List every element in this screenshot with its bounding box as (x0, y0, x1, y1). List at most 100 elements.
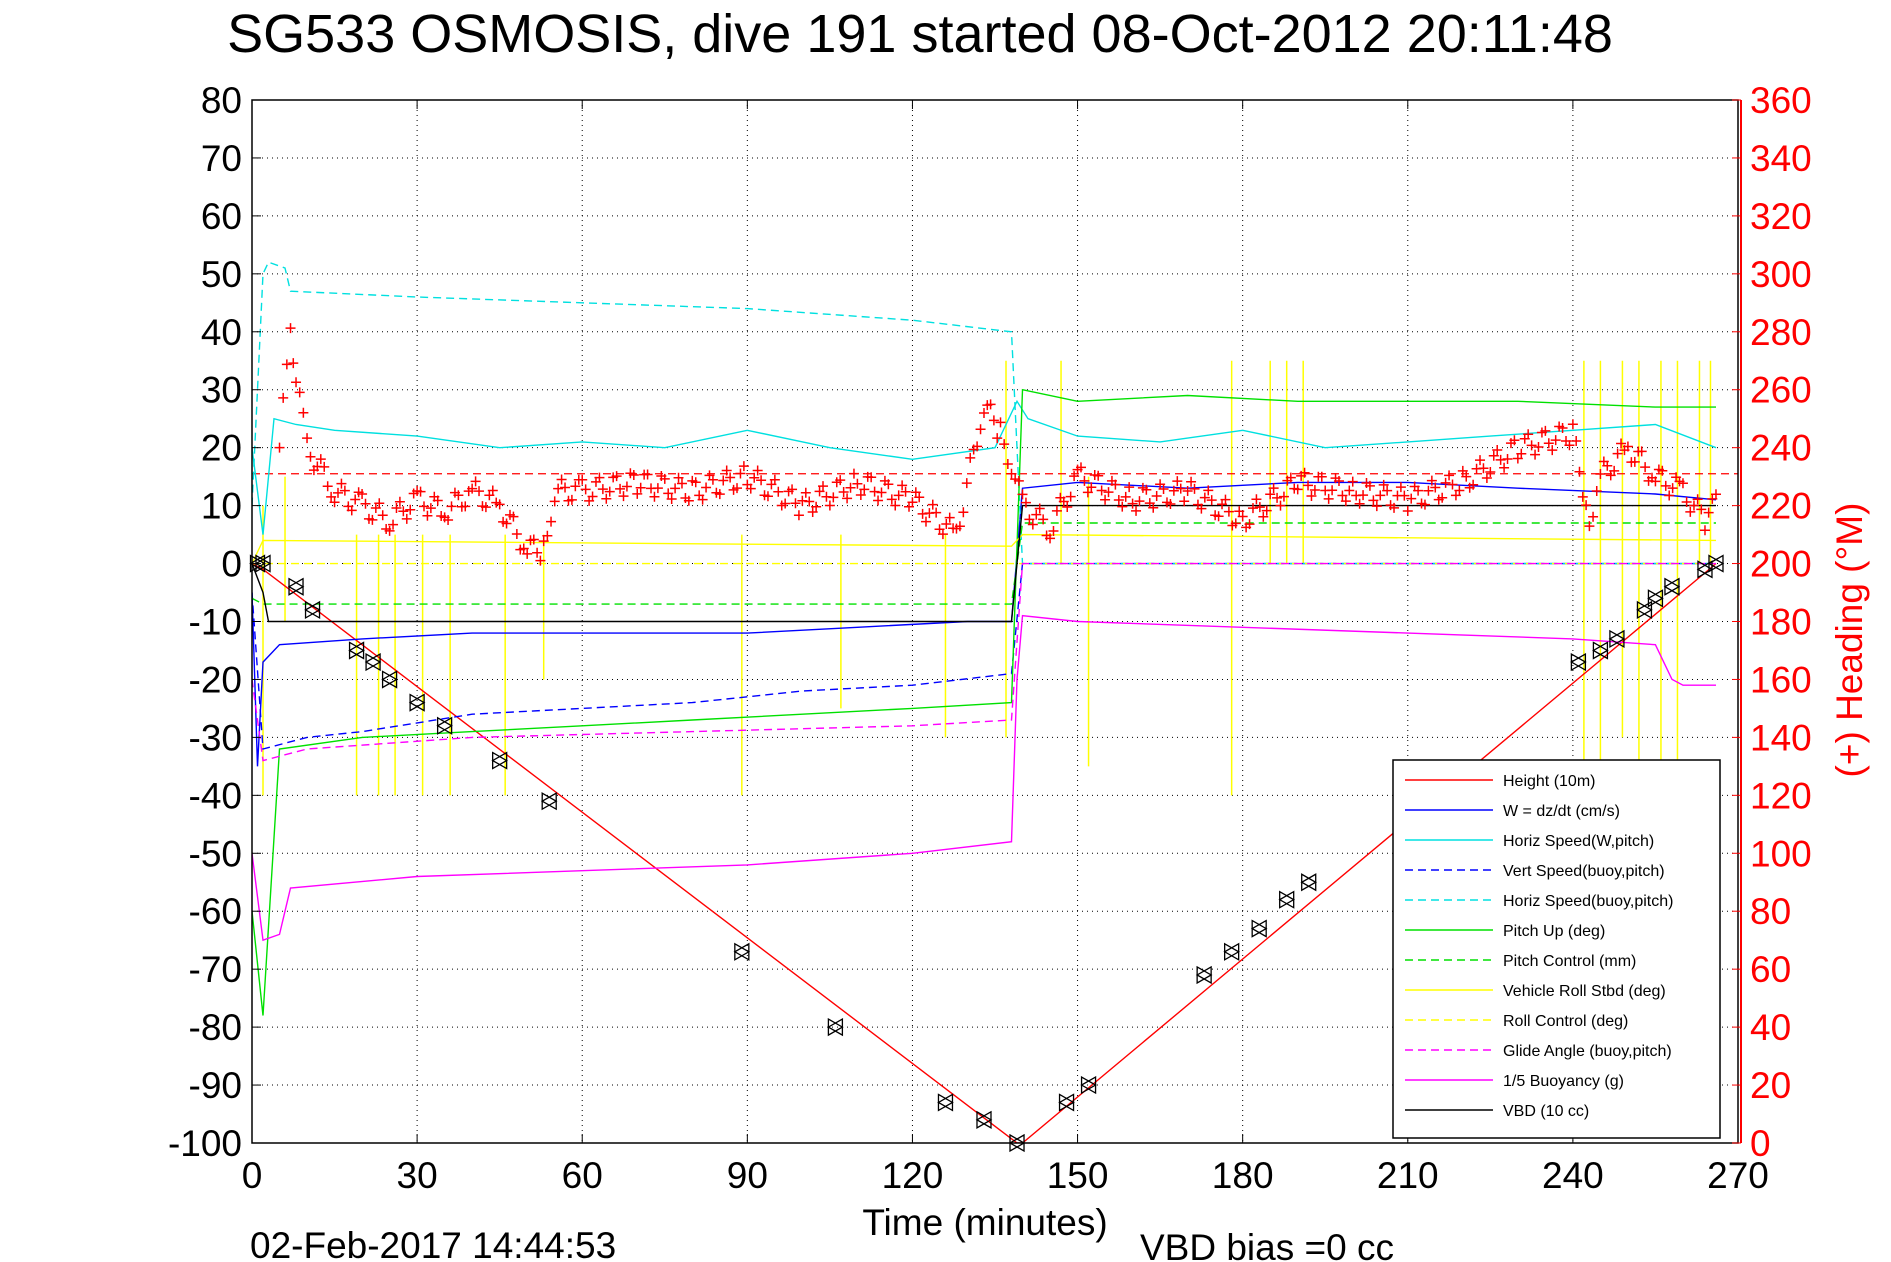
heading-point-3-0 (302, 433, 313, 444)
heading-point-30-14 (1285, 472, 1296, 483)
heading-point-40-4 (1664, 490, 1675, 501)
legend-label-11: VBD (10 cc) (1503, 1103, 1589, 1120)
heading-point-34-5 (1475, 455, 1486, 466)
heading-point-21-6 (972, 441, 983, 452)
heading-point-39-5 (1640, 462, 1651, 473)
heading-point-6-4 (398, 506, 409, 517)
y-tick-label-16: -80 (189, 1007, 242, 1048)
heading-point-21-1 (954, 521, 965, 532)
plot-series (249, 261, 1738, 1153)
heading-point-27-2 (1079, 475, 1090, 486)
heading-point-14-15 (628, 470, 639, 481)
heading-point-38-2 (1602, 460, 1613, 471)
heading-point-26-5 (1062, 501, 1073, 512)
heading-point-32-10 (1382, 485, 1393, 496)
x-axis-ticks: 0 30 60 90 120 150 180 210 240 270 (242, 100, 1769, 1196)
heading-point-27-8 (1100, 494, 1111, 505)
heading-point-17-8 (769, 474, 780, 485)
heading-point-30-8 (1265, 489, 1276, 500)
heading-point-36-3 (1577, 491, 1588, 502)
heading-point-11-0 (522, 548, 533, 559)
heading-point-15-3 (642, 469, 653, 480)
y-tick-label-15: -70 (189, 949, 242, 990)
heading-point-10-4 (508, 511, 519, 522)
height-marker-inner-21 (1278, 890, 1295, 909)
heading-point-31-13 (1337, 490, 1348, 501)
heading-point-15-10 (666, 494, 677, 505)
heading-point-28-0 (1127, 498, 1138, 509)
heading-point-4-3 (339, 485, 350, 496)
heading-point-1-1 (288, 358, 299, 369)
heading-point-15-15 (683, 495, 694, 506)
height-marker-inner-19 (1223, 942, 1240, 961)
series-line-pitch-control-mm (252, 522, 1716, 605)
y-tick-label-6: 20 (201, 428, 242, 469)
heading-point-0-1 (278, 392, 289, 403)
heading-point-8-6 (460, 501, 471, 512)
x-tick-label-7: 210 (1377, 1155, 1439, 1196)
y-tick-label-11: -30 (189, 717, 242, 758)
heading-point-30-2 (1244, 519, 1255, 530)
heading-point-40-2 (1657, 465, 1668, 476)
series-line-horiz-speed-buoy-pitch (252, 261, 1716, 565)
y-tick-label-13: -50 (189, 833, 242, 874)
heading-point-28-7 (1151, 490, 1162, 501)
heading-point-14-12 (618, 491, 629, 502)
heading-point-27-12 (1113, 495, 1124, 506)
heading-point-3-6 (322, 481, 333, 492)
heading-point-16-10 (721, 465, 732, 476)
series-line-vehicle-roll-stbd-deg (252, 533, 1717, 564)
heading-point-35-1 (1516, 448, 1527, 459)
heading-point-26-1 (1048, 526, 1059, 537)
x-tick-label-2: 60 (562, 1155, 603, 1196)
heading-point-32-3 (1358, 490, 1369, 501)
heading-point-30-11 (1275, 500, 1286, 511)
heading-point-16-4 (701, 482, 712, 493)
heading-point-18-4 (811, 501, 822, 512)
heading-point-35-4 (1526, 440, 1537, 451)
y2-tick-label-15: 60 (1750, 949, 1791, 990)
heading-point-12-0 (538, 536, 549, 547)
heading-point-16-9 (718, 475, 729, 486)
heading-point-18-12 (838, 486, 849, 497)
heading-point-33-13 (1447, 479, 1458, 490)
y2-tick-label-13: 100 (1750, 833, 1812, 874)
heading-point-34-12 (1499, 462, 1510, 473)
series-line-vbd-10-cc (252, 504, 1716, 623)
heading-point-17-4 (756, 475, 767, 486)
height-marker-inner-17 (1080, 1075, 1097, 1095)
heading-point-34-7 (1481, 473, 1492, 484)
heading-point-13-1 (553, 483, 564, 494)
heading-point-34-8 (1485, 466, 1496, 477)
heading-point-16-13 (732, 483, 743, 494)
heading-point-22-4 (992, 433, 1003, 444)
heading-point-19-4 (866, 472, 877, 483)
height-marker-inner-12 (827, 1017, 844, 1037)
heading-point-33-5 (1419, 499, 1430, 510)
height-marker-inner-23 (1570, 652, 1587, 672)
heading-point-28-9 (1158, 484, 1169, 495)
heading-point-38-4 (1609, 465, 1620, 476)
heading-point-32-2 (1354, 498, 1365, 509)
heading-point-21-2 (958, 507, 969, 518)
heading-point-35-11 (1550, 435, 1561, 446)
heading-point-5-0 (357, 489, 368, 500)
heading-point-0-0 (274, 442, 285, 453)
heading-point-28-12 (1168, 485, 1179, 496)
heading-point-19-12 (893, 490, 904, 501)
heading-point-15-5 (649, 491, 660, 502)
heading-point-28-13 (1172, 476, 1183, 487)
heading-point-6-6 (405, 504, 416, 515)
x-tick-label-9: 270 (1707, 1155, 1769, 1196)
heading-point-27-6 (1093, 470, 1104, 481)
heading-point-39-4 (1636, 446, 1647, 457)
heading-point-32-6 (1368, 495, 1379, 506)
y-tick-label-2: 60 (201, 196, 242, 237)
heading-point-41-1 (1681, 497, 1692, 508)
heading-point-39-2 (1629, 456, 1640, 467)
y-tick-label-18: -100 (168, 1123, 242, 1164)
heading-point-21-4 (965, 452, 976, 463)
height-marker-inner-1 (254, 554, 271, 573)
y-tick-label-8: 0 (221, 544, 242, 585)
